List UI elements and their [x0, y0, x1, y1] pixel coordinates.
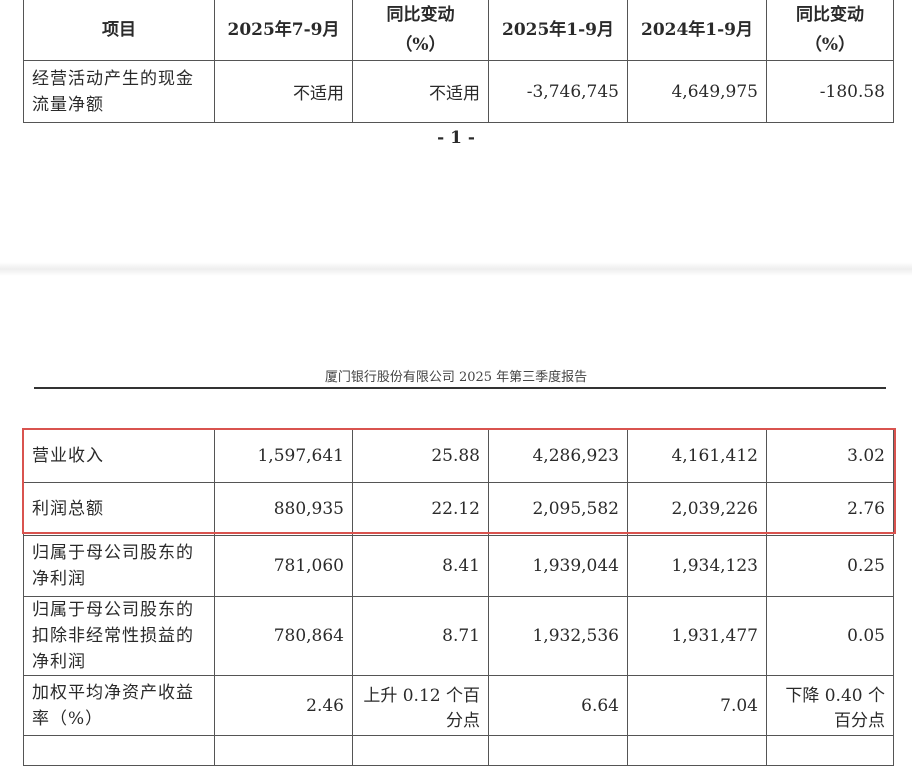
table-row: 经营活动产生的现金流量净额 不适用 不适用 -3,746,745 4,649,9… — [23, 60, 894, 123]
cell: 22.12 — [352, 482, 489, 536]
cell: 上升 0.12 个百分点 — [352, 675, 489, 736]
cell: 1,934,123 — [627, 535, 767, 597]
cell: 880,935 — [214, 482, 353, 536]
cell: 1,932,536 — [488, 596, 628, 676]
row-label: 利润总额 — [23, 482, 215, 536]
cell: -3,746,745 — [488, 60, 628, 123]
cell: 8.71 — [352, 596, 489, 676]
cell: 不适用 — [352, 60, 489, 123]
page-number: - 1 - — [437, 128, 475, 148]
cell: 4,286,923 — [488, 428, 628, 483]
cell: 不适用 — [214, 60, 353, 123]
table-row: 归属于母公司股东的扣除非经常性损益的净利润 780,864 8.71 1,932,53… — [23, 596, 894, 676]
cell: 0.25 — [766, 535, 894, 597]
report-header: 厦门银行股份有限公司 2025 年第三季度报告 — [324, 370, 588, 385]
row-label: 经营活动产生的现金流量净额 — [23, 60, 215, 123]
cell: 8.41 — [352, 535, 489, 597]
header-yoy: 同比变动 （%） — [352, 0, 489, 61]
table-row-partial — [23, 735, 894, 766]
cell: 6.64 — [488, 675, 628, 736]
header-row: 项目 2025年7-9月 同比变动 （%） 2025年1-9月 2024年1-9… — [23, 0, 894, 61]
table-row: 营业收入 1,597,641 25.88 4,286,923 4,161,412 3.02 — [23, 428, 894, 483]
row-label: 营业收入 — [23, 428, 215, 483]
page-divider — [0, 262, 912, 276]
row-label: 归属于母公司股东的净利润 — [23, 535, 215, 597]
header-item: 项目 — [23, 0, 215, 61]
cell: 4,649,975 — [627, 60, 767, 123]
cell: 2,039,226 — [627, 482, 767, 536]
cell: 25.88 — [352, 428, 489, 483]
cell: 4,161,412 — [627, 428, 767, 483]
cell: 2.76 — [766, 482, 894, 536]
table-row: 加权平均净资产收益率（%） 2.46 上升 0.12 个百分点 6.64 7.04 下降 … — [23, 675, 894, 736]
row-label: 归属于母公司股东的扣除非经常性损益的净利润 — [23, 596, 215, 676]
header-ytd-2025: 2025年1-9月 — [488, 0, 628, 61]
cell: -180.58 — [766, 60, 894, 123]
financial-table: 营业收入 1,597,641 25.88 4,286,923 4,161,412 3.02… — [23, 428, 894, 766]
cell: 3.02 — [766, 428, 894, 483]
table-row: 归属于母公司股东的净利润 781,060 8.41 1,939,044 1,934,12… — [23, 535, 894, 597]
cell: 下降 0.40 个百分点 — [766, 675, 894, 736]
cell: 2.46 — [214, 675, 353, 736]
cell: 2,095,582 — [488, 482, 628, 536]
cell: 7.04 — [627, 675, 767, 736]
cell: 1,939,044 — [488, 535, 628, 597]
cashflow-table: 项目 2025年7-9月 同比变动 （%） 2025年1-9月 2024年1-9… — [23, 0, 894, 123]
cell: 781,060 — [214, 535, 353, 597]
header-q3-2025: 2025年7-9月 — [214, 0, 353, 61]
header-yoy-ytd: 同比变动 （%） — [766, 0, 894, 61]
cell: 0.05 — [766, 596, 894, 676]
cell: 1,597,641 — [214, 428, 353, 483]
cell: 780,864 — [214, 596, 353, 676]
header-ytd-2024: 2024年1-9月 — [627, 0, 767, 61]
row-label: 加权平均净资产收益率（%） — [23, 675, 215, 736]
header-rule — [34, 387, 886, 389]
table-row: 利润总额 880,935 22.12 2,095,582 2,039,226 2.76 — [23, 482, 894, 536]
cell: 1,931,477 — [627, 596, 767, 676]
